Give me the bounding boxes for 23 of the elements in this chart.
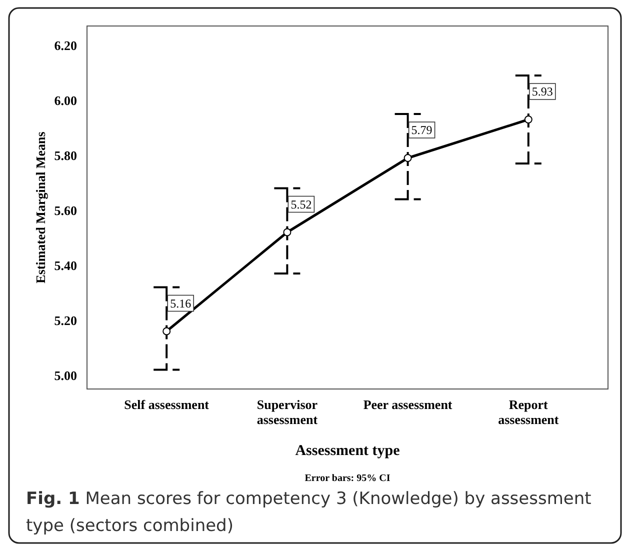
y-tick-label: 5.40 [54, 258, 77, 273]
caption: Fig. 1 Mean scores for competency 3 (Knowledge) by assessment type (sectors combined) [26, 489, 592, 536]
x-axis-title: Assessment type [295, 443, 400, 459]
text: Error bars: 95% CI [304, 473, 390, 484]
x-tick-label: Self assessment [124, 397, 210, 412]
y-tick-label: 5.80 [54, 148, 77, 163]
data-label: 5.16 [170, 296, 192, 310]
point [162, 327, 171, 336]
y-tick-label: 5.20 [54, 312, 77, 328]
point [283, 228, 292, 236]
point [524, 116, 532, 124]
y-tick-label: 6.00 [54, 92, 77, 108]
x-tick-label: Supervisor assessment [256, 397, 318, 427]
y-tick-label: 5.60 [54, 202, 77, 218]
y-tick-label: 6.20 [54, 38, 77, 53]
y-axis-title: Estimated Marginal Means [33, 132, 48, 284]
point [404, 154, 412, 162]
x-tick-label: Report assessment [498, 397, 560, 427]
data-label: 5.93 [532, 84, 553, 99]
y-tick-label: 5.00 [54, 368, 77, 383]
data-label: 5.79 [411, 123, 432, 138]
data-label: 5.52 [290, 197, 312, 212]
x-tick-label: Peer assessment [363, 397, 453, 412]
